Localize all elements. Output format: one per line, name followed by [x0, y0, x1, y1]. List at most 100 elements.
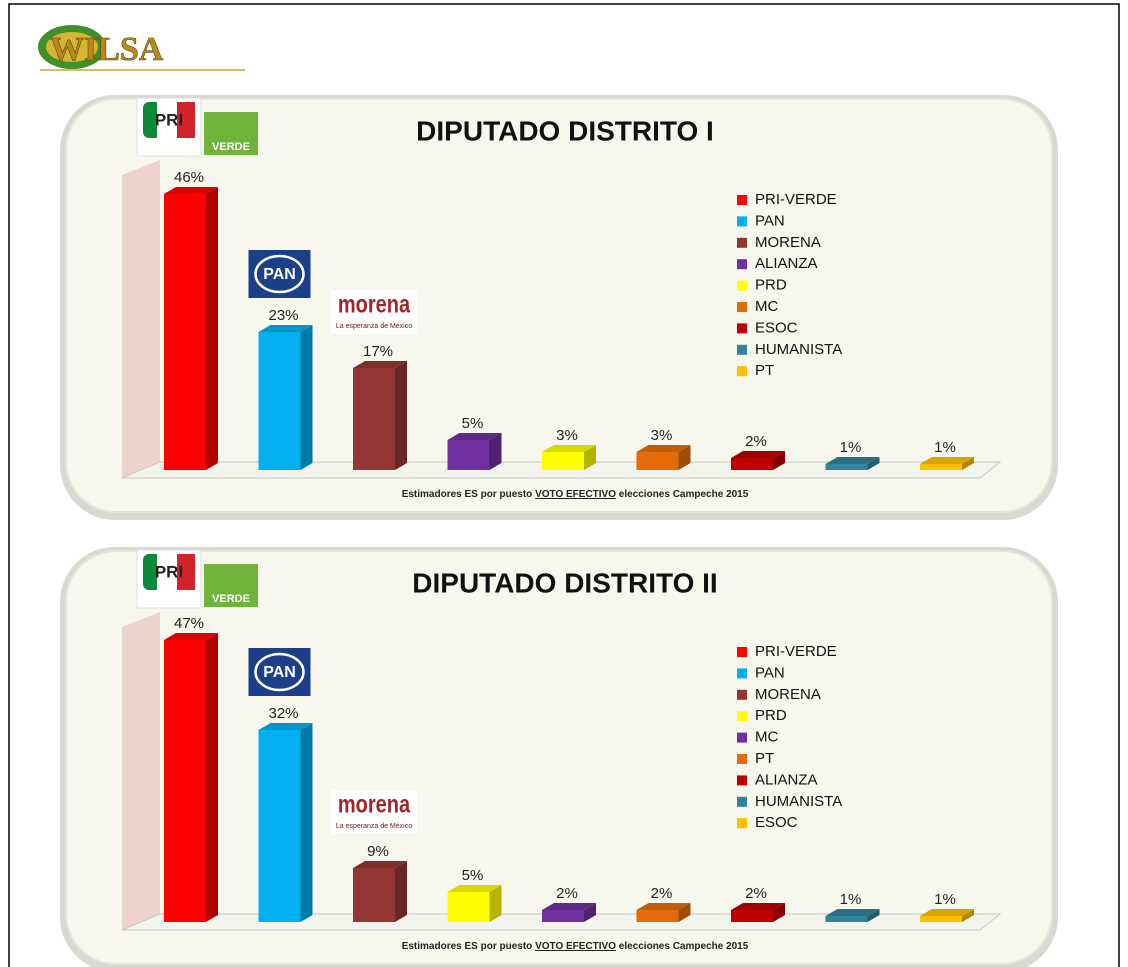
- legend-swatch: [737, 323, 747, 334]
- pri-logo-text: PRI: [155, 562, 183, 581]
- value-label: 5%: [462, 415, 484, 432]
- legend-label: PRD: [755, 707, 787, 724]
- bar-top: [447, 433, 502, 440]
- brand-text: WILSA: [50, 31, 164, 68]
- morena-logo-box: [331, 790, 417, 834]
- bar-top: [825, 457, 880, 464]
- pan-logo-text: PAN: [263, 266, 296, 283]
- value-label: 17%: [363, 343, 393, 360]
- bar: [920, 916, 962, 922]
- legend-label: HUMANISTA: [755, 793, 842, 810]
- bar-side: [867, 909, 880, 922]
- legend-label: PRI-VERDE: [755, 643, 837, 660]
- legend-label: MC: [755, 729, 778, 746]
- bar-top: [542, 903, 596, 910]
- legend-label: ALIANZA: [755, 255, 818, 272]
- bar: [258, 730, 301, 922]
- bar-side: [773, 451, 785, 470]
- value-label: 3%: [651, 427, 673, 444]
- verde-logo-text: VERDE: [212, 141, 250, 153]
- bar-side: [395, 861, 407, 922]
- legend-swatch: [737, 344, 747, 355]
- bar-top: [164, 633, 218, 640]
- bar: [447, 892, 490, 922]
- legend-swatch: [737, 796, 747, 807]
- pri-logo-red: [177, 102, 195, 138]
- pri-logo-center: [157, 554, 177, 590]
- bar-side: [206, 633, 218, 922]
- bar-side: [300, 723, 313, 922]
- legend-label: HUMANISTA: [755, 341, 842, 358]
- bar: [353, 368, 395, 470]
- pan-logo-ring: [254, 254, 305, 294]
- footnote: Estimadores ES por puesto VOTO EFECTIVO …: [402, 941, 749, 952]
- value-label: 2%: [651, 885, 673, 902]
- bar-top: [353, 861, 407, 868]
- bar-top: [636, 445, 691, 452]
- back-wall: [122, 612, 160, 930]
- value-label: 3%: [556, 427, 578, 444]
- morena-logo-text: morena: [338, 791, 411, 819]
- back-wall: [122, 160, 160, 478]
- morena-logo: morena La esperanza de México: [331, 290, 417, 334]
- pan-logo-ring: [254, 652, 305, 692]
- value-label: 47%: [174, 615, 204, 632]
- value-label: 46%: [174, 169, 204, 186]
- bar: [258, 332, 301, 470]
- verde-logo: VERDE: [204, 564, 258, 607]
- legend-label: PAN: [755, 664, 785, 681]
- pri-logo: PRI: [136, 549, 202, 609]
- bar: [636, 910, 679, 922]
- bar-side: [867, 457, 880, 470]
- bar-top: [447, 885, 502, 892]
- pri-logo-red: [177, 554, 195, 590]
- morena-tagline: La esperanza de México: [336, 823, 412, 830]
- chart-title: DIPUTADO DISTRITO I: [416, 115, 714, 146]
- bar: [542, 452, 584, 470]
- legend-swatch: [737, 237, 747, 248]
- legend-label: PRD: [755, 277, 787, 294]
- bar-top: [258, 325, 313, 332]
- bar: [447, 440, 490, 470]
- legend-swatch: [737, 711, 747, 722]
- bar: [825, 464, 868, 470]
- bar-side: [962, 457, 974, 470]
- footnote-part: VOTO EFECTIVO: [535, 489, 616, 500]
- legend-label: MC: [755, 298, 778, 315]
- bar-top: [731, 451, 785, 458]
- morena-tagline: La esperanza de México: [336, 323, 412, 330]
- footnote-part: Estimadores ES por puesto: [402, 941, 533, 952]
- bar-side: [300, 325, 313, 470]
- value-label: 23%: [268, 307, 298, 324]
- bar-side: [584, 903, 596, 922]
- legend-label: MORENA: [755, 234, 821, 251]
- bar-side: [489, 885, 502, 922]
- verde-logo-box: [204, 112, 258, 155]
- legend-swatch: [737, 259, 747, 270]
- legend-swatch: [737, 818, 747, 829]
- bar-top: [353, 361, 407, 368]
- value-label: 9%: [367, 843, 389, 860]
- chart-title: DIPUTADO DISTRITO II: [412, 567, 717, 598]
- bar: [731, 458, 773, 470]
- bar-top: [731, 903, 785, 910]
- legend-swatch: [737, 668, 747, 679]
- value-label: 2%: [745, 885, 767, 902]
- footnote-part: elecciones Campeche 2015: [619, 489, 749, 500]
- bar: [920, 464, 962, 470]
- value-label: 1%: [934, 439, 956, 456]
- bar: [164, 194, 206, 470]
- legend-swatch: [737, 732, 747, 743]
- verde-logo-text: VERDE: [212, 593, 250, 605]
- bar: [542, 910, 584, 922]
- bar-side: [206, 187, 218, 470]
- bar: [164, 640, 206, 922]
- value-label: 1%: [840, 439, 862, 456]
- chart: DIPUTADO DISTRITO II PRI VERDE 47% 32% PAN 9% m…: [60, 547, 1058, 967]
- morena-logo-text: morena: [338, 291, 411, 319]
- legend-label: ESOC: [755, 319, 798, 336]
- bar: [353, 868, 395, 922]
- legend-label: PT: [755, 750, 774, 767]
- morena-logo-box: [331, 290, 417, 334]
- brand-logo: WILSA: [38, 25, 245, 71]
